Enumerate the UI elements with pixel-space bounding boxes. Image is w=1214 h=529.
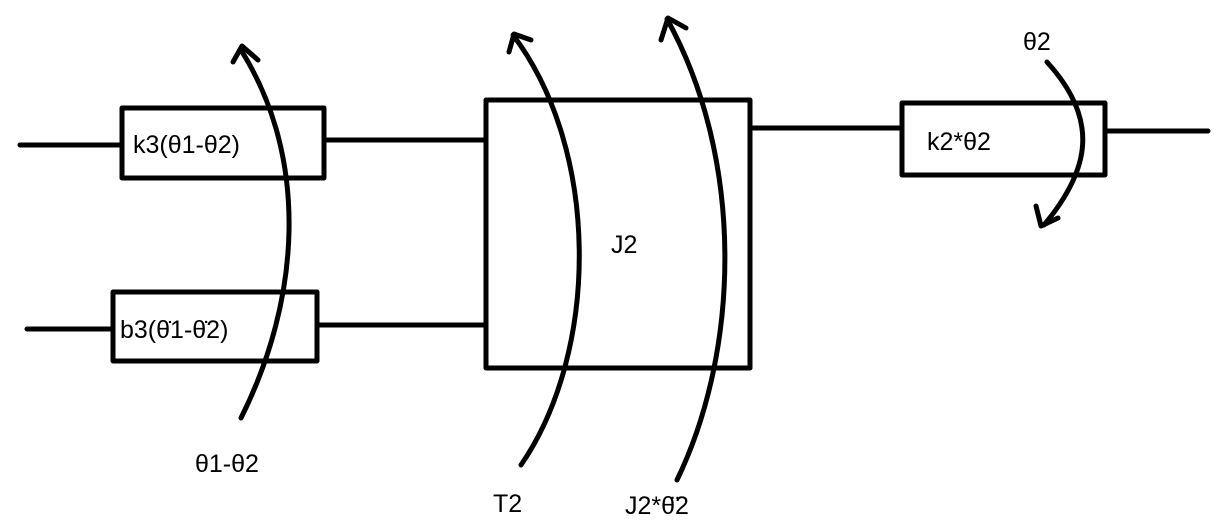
k2-block: k2*θ2 (899, 100, 1108, 178)
t2-arrow: T2 (493, 31, 582, 518)
k3-block: k3(θ1-θ2) (119, 105, 327, 181)
theta-diff-label: θ1-θ2 (195, 450, 259, 478)
theta-diff-arrow: θ1-θ2 (195, 43, 292, 478)
theta2-arrow: θ2 (1023, 28, 1086, 229)
j2-accel-arrow-curve (664, 16, 728, 483)
t2-arrow-curve (510, 32, 582, 468)
k2-label: k2*θ2 (927, 128, 991, 156)
theta2-arrowhead (1033, 203, 1061, 229)
t2-arrowhead (506, 31, 534, 55)
t2-label: T2 (493, 490, 522, 518)
j2-label: J2 (611, 231, 637, 259)
k3-label: k3(θ1-θ2) (133, 131, 240, 159)
theta-diff-arrowhead (230, 43, 261, 65)
j2-block: J2 (483, 97, 753, 371)
b3-label: b3(θ̇1-θ̇2) (120, 316, 228, 344)
theta2-arrow-curve (1041, 59, 1086, 228)
j2-accel-arrow: J2*θ̈2 (625, 15, 728, 520)
theta2-label: θ2 (1023, 28, 1051, 56)
j2-block-border (483, 97, 753, 371)
b3-block: b3(θ̇1-θ̇2) (110, 289, 320, 364)
k2-block-border (899, 100, 1108, 178)
theta-diff-arrow-curve (238, 47, 292, 421)
j2-accel-arrowhead (658, 15, 689, 43)
k3-block-border (119, 105, 327, 181)
j2-accel-label: J2*θ̈2 (625, 492, 689, 520)
